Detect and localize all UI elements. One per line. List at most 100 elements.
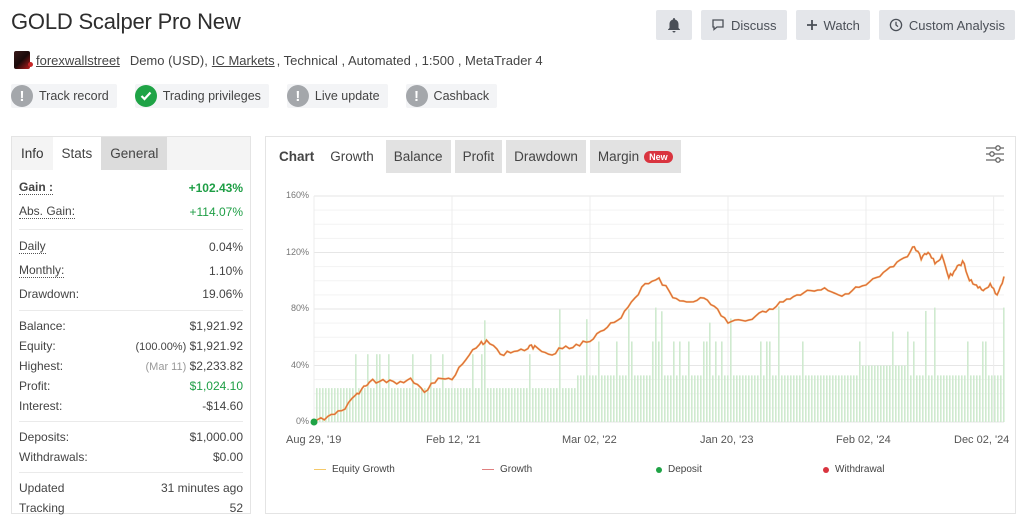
updated-label: Updated bbox=[19, 481, 65, 495]
stat-daily: Daily 0.04% bbox=[12, 235, 250, 259]
highest-amount: $2,233.82 bbox=[189, 359, 243, 373]
interest-label: Interest: bbox=[19, 399, 63, 413]
highest-label: Highest: bbox=[19, 359, 64, 373]
exclamation-icon: ! bbox=[405, 85, 428, 107]
tracking-label: Tracking bbox=[19, 501, 65, 515]
new-badge: New bbox=[644, 150, 673, 163]
legend-label: Deposit bbox=[668, 464, 702, 475]
author-avatar bbox=[14, 51, 33, 69]
equity-label: Equity: bbox=[19, 339, 56, 353]
balance-label: Balance: bbox=[19, 319, 66, 333]
watch-button[interactable]: Watch bbox=[795, 10, 870, 40]
interest-value: -$14.60 bbox=[202, 399, 243, 413]
chart-tabs: Chart Growth Balance Profit Drawdown Mar… bbox=[271, 140, 685, 173]
system-details: , Technical , Automated , 1:500 , MetaTr… bbox=[276, 52, 543, 68]
line-icon bbox=[314, 468, 326, 471]
badge-live-update[interactable]: ! Live update bbox=[286, 84, 388, 108]
stat-profit: Profit: $1,024.10 bbox=[12, 376, 250, 396]
equity-amount: $1,921.92 bbox=[189, 339, 243, 353]
stat-withdrawals: Withdrawals: $0.00 bbox=[12, 447, 250, 467]
y-tick-label: 40% bbox=[290, 359, 309, 370]
tab-growth[interactable]: Growth bbox=[322, 140, 382, 173]
verification-badges: ! Track record Trading privileges ! Live… bbox=[11, 84, 498, 108]
withdrawals-value: $0.00 bbox=[212, 450, 243, 464]
divider bbox=[19, 310, 243, 311]
abs-gain-value: +114.07% bbox=[189, 205, 244, 219]
divider bbox=[19, 229, 243, 230]
exclamation-icon: ! bbox=[11, 85, 33, 107]
gain-value: +102.43% bbox=[188, 181, 243, 195]
tab-general[interactable]: General bbox=[101, 137, 168, 170]
tab-profit[interactable]: Profit bbox=[454, 140, 503, 173]
y-tick-label: 0% bbox=[295, 416, 309, 426]
header-actions: Discuss Watch Custom Analysis bbox=[656, 10, 1015, 40]
stat-highest: Highest: (Mar 11) $2,233.82 bbox=[12, 356, 250, 376]
account-type: Demo (USD), bbox=[129, 52, 208, 68]
notification-bell-button[interactable] bbox=[656, 10, 693, 40]
x-tick-label: Dec 02, '24 bbox=[954, 434, 1010, 446]
stat-abs-gain: Abs. Gain: +114.07% bbox=[12, 200, 250, 224]
tab-chart[interactable]: Chart bbox=[271, 140, 323, 173]
stat-deposits: Deposits: $1,000.00 bbox=[12, 427, 250, 447]
system-meta: forexwallstreet Demo (USD), IC Markets ,… bbox=[14, 51, 543, 69]
stat-gain: Gain : +102.43% bbox=[12, 176, 250, 200]
badge-cashback[interactable]: ! Cashback bbox=[405, 84, 498, 108]
badge-label: Track record bbox=[39, 89, 109, 103]
legend-label: Growth bbox=[500, 464, 533, 475]
stat-monthly: Monthly: 1.10% bbox=[12, 259, 250, 283]
stat-balance: Balance: $1,921.92 bbox=[12, 316, 250, 336]
equity-value: (100.00%) $1,921.92 bbox=[136, 339, 244, 353]
chart-panel: Chart Growth Balance Profit Drawdown Mar… bbox=[265, 136, 1016, 514]
legend-withdrawal[interactable]: Withdrawal bbox=[823, 464, 884, 475]
equity-pct: (100.00%) bbox=[135, 341, 187, 353]
chat-bubble-icon bbox=[711, 18, 725, 32]
discuss-button[interactable]: Discuss bbox=[701, 10, 787, 40]
updated-value: 31 minutes ago bbox=[160, 481, 243, 495]
tab-margin[interactable]: Margin New bbox=[589, 140, 681, 173]
stat-drawdown: Drawdown: 19.06% bbox=[12, 283, 250, 305]
tab-balance[interactable]: Balance bbox=[385, 140, 451, 173]
margin-label: Margin bbox=[597, 149, 640, 164]
custom-analysis-label: Custom Analysis bbox=[908, 17, 1005, 33]
author-link[interactable]: forexwallstreet bbox=[36, 52, 120, 68]
badge-track-record[interactable]: ! Track record bbox=[11, 84, 117, 108]
profit-value: $1,024.10 bbox=[189, 379, 243, 393]
balance-value: $1,921.92 bbox=[189, 319, 243, 333]
legend-equity-growth[interactable]: Equity Growth bbox=[314, 464, 395, 475]
x-tick-label: Mar 02, '22 bbox=[562, 434, 617, 446]
tab-stats[interactable]: Stats bbox=[52, 137, 102, 170]
gain-label[interactable]: Gain : bbox=[19, 180, 54, 195]
line-icon bbox=[482, 468, 494, 471]
sliders-icon[interactable] bbox=[985, 145, 1005, 168]
page-title: GOLD Scalper Pro New bbox=[11, 9, 241, 34]
badge-label: Cashback bbox=[433, 89, 490, 103]
drawdown-label: Drawdown: bbox=[19, 287, 80, 301]
custom-analysis-button[interactable]: Custom Analysis bbox=[878, 10, 1015, 40]
monthly-label[interactable]: Monthly: bbox=[19, 263, 65, 278]
growth-chart[interactable] bbox=[266, 137, 1017, 515]
tab-drawdown[interactable]: Drawdown bbox=[506, 140, 586, 173]
badge-label: Trading privileges bbox=[162, 89, 261, 103]
x-tick-label: Jan 20, '23 bbox=[700, 434, 754, 446]
y-tick-label: 120% bbox=[285, 246, 309, 257]
stats-panel: Info Stats General Gain : +102.43% Abs. … bbox=[11, 136, 251, 515]
abs-gain-label[interactable]: Abs. Gain: bbox=[19, 204, 76, 219]
tracking-value: 52 bbox=[229, 501, 243, 515]
monthly-value: 1.10% bbox=[208, 264, 243, 278]
daily-label[interactable]: Daily bbox=[19, 239, 46, 254]
divider bbox=[19, 472, 243, 473]
badge-trading-privileges[interactable]: Trading privileges bbox=[134, 84, 269, 108]
legend-label: Equity Growth bbox=[332, 464, 395, 475]
x-tick-label: Feb 02, '24 bbox=[836, 434, 891, 446]
clock-icon bbox=[889, 18, 903, 32]
legend-label: Withdrawal bbox=[835, 464, 885, 475]
check-icon bbox=[134, 85, 157, 107]
daily-value: 0.04% bbox=[208, 240, 243, 254]
legend-growth[interactable]: Growth bbox=[482, 464, 532, 475]
y-tick-label: 160% bbox=[285, 190, 309, 200]
legend-deposit[interactable]: Deposit bbox=[656, 464, 702, 475]
stat-tracking: Tracking 52 bbox=[12, 498, 250, 518]
tab-info[interactable]: Info bbox=[21, 146, 44, 161]
profit-label: Profit: bbox=[19, 379, 51, 393]
broker-link[interactable]: IC Markets bbox=[211, 52, 275, 68]
